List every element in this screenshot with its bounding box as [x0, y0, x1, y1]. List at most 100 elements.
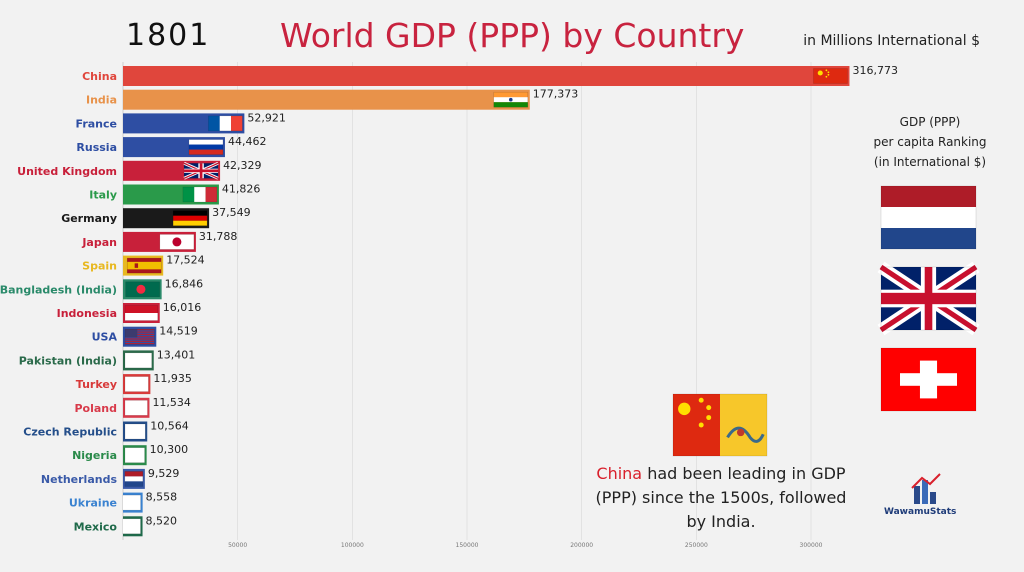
- category-label: China: [82, 70, 117, 83]
- ukraine-flag-icon: [122, 494, 141, 511]
- value-label: 41,826: [222, 183, 261, 196]
- russia-flag-icon: [188, 139, 224, 155]
- category-label: Poland: [74, 402, 117, 415]
- category-label: Turkey: [76, 378, 117, 391]
- netherlands-flag-icon: [124, 471, 144, 487]
- japan-flag-icon: [159, 234, 195, 250]
- bar: [123, 89, 530, 110]
- annotation-highlight: China: [596, 464, 643, 483]
- category-label: Netherlands: [41, 473, 118, 486]
- logo-text: WawamuStats: [884, 507, 957, 517]
- mexico-flag-icon: [122, 518, 141, 535]
- unit-label: in Millions International $: [803, 33, 980, 49]
- bar-row: Czech Republic 10,564: [23, 420, 189, 442]
- turkey-flag-icon: [124, 376, 149, 392]
- category-label: Mexico: [74, 520, 118, 533]
- bar-row: Indonesia 16,016: [57, 301, 202, 323]
- bar-row: Japan 31,788: [81, 230, 237, 252]
- x-tick-label: 250000: [685, 542, 708, 549]
- france-flag-icon: [208, 115, 243, 132]
- poland-flag-icon: [124, 400, 148, 416]
- value-label: 10,564: [150, 420, 189, 433]
- bar-row: Mexico 8,520: [74, 514, 178, 537]
- category-label: Germany: [61, 212, 117, 225]
- china-flag-icon: [813, 68, 848, 84]
- bar-row: Turkey 11,935: [76, 372, 192, 395]
- bar-row: Spain 17,524: [82, 254, 205, 276]
- annotation-body: had been leading in GDP (PPP) since the …: [595, 464, 847, 531]
- bar-row: France 52,921: [76, 111, 286, 134]
- bar-row: Italy 41,826: [89, 183, 260, 205]
- united-kingdom-flag-icon: [877, 261, 980, 336]
- ranking-title-line-3: (in International $): [873, 155, 987, 169]
- category-label: Spain: [82, 260, 117, 273]
- bar-row: United Kingdom 42,329: [17, 159, 262, 181]
- value-label: 11,935: [153, 372, 192, 385]
- value-label: 13,401: [157, 348, 196, 361]
- bar-row: USA 14,519: [92, 325, 198, 347]
- germany-flag-icon: [172, 210, 208, 226]
- value-label: 31,788: [199, 230, 238, 243]
- value-label: 9,529: [148, 467, 180, 480]
- annotation-text: China had been leading in GDP (PPP) sinc…: [590, 462, 852, 534]
- bar-row: Pakistan (India) 13,401: [19, 348, 196, 371]
- chart-title: World GDP (PPP) by Country: [280, 16, 745, 55]
- category-label: Italy: [89, 189, 117, 202]
- category-label: Ukraine: [69, 497, 117, 510]
- united-kingdom-flag-icon: [183, 161, 219, 180]
- usa-flag-icon: [124, 328, 155, 345]
- value-label: 10,300: [150, 443, 189, 456]
- qing-dynasty-dragon-flag-icon: [672, 393, 768, 457]
- value-label: 17,524: [166, 254, 205, 267]
- ranking-panel-title: GDP (PPP) per capita Ranking (in Interna…: [866, 112, 994, 172]
- year-label: 1801: [126, 18, 211, 53]
- value-label: 37,549: [212, 206, 251, 219]
- category-label: Russia: [76, 141, 117, 154]
- x-tick-label: 100000: [341, 542, 364, 549]
- x-tick-label: 150000: [456, 542, 479, 549]
- ranking-title-line-1: GDP (PPP): [899, 115, 961, 129]
- bar-row: India 177,373: [86, 88, 578, 110]
- category-label: India: [86, 94, 117, 107]
- value-label: 177,373: [533, 88, 579, 101]
- category-label: United Kingdom: [17, 165, 117, 178]
- category-label: Nigeria: [72, 449, 117, 462]
- x-tick-label: 50000: [228, 542, 247, 549]
- value-label: 42,329: [223, 159, 262, 172]
- category-label: Pakistan (India): [19, 354, 117, 367]
- value-label: 44,462: [228, 135, 267, 148]
- category-label: Bangladesh (India): [0, 283, 117, 296]
- value-label: 16,016: [163, 301, 202, 314]
- ranking-title-line-2: per capita Ranking: [873, 135, 987, 149]
- bar: [123, 66, 850, 86]
- bar-row: Ukraine 8,558: [69, 491, 177, 513]
- bar-row: Bangladesh (India) 16,846: [0, 277, 204, 300]
- x-tick-label: 300000: [800, 542, 823, 549]
- bar-row: China 316,773: [82, 64, 898, 86]
- pakistan-flag-icon: [124, 352, 152, 369]
- value-label: 316,773: [852, 64, 898, 77]
- bar-row: Nigeria 10,300: [72, 443, 189, 466]
- value-label: 8,520: [146, 514, 178, 527]
- category-label: Czech Republic: [23, 426, 117, 439]
- bar-row: Poland 11,534: [74, 396, 191, 418]
- switzerland-flag-icon: [880, 347, 977, 412]
- category-label: USA: [92, 331, 118, 344]
- value-label: 8,558: [146, 491, 178, 504]
- value-label: 14,519: [159, 325, 198, 338]
- value-label: 16,846: [165, 277, 204, 290]
- netherlands-flag-icon: [880, 185, 977, 250]
- rising-chart-logo-icon: [911, 473, 941, 504]
- category-label: Japan: [81, 236, 117, 249]
- spain-flag-icon: [126, 257, 162, 274]
- bars: China 316,773 India 177,373 France 52,921 Russ…: [0, 64, 898, 537]
- bar-row: Netherlands 9,529: [41, 467, 179, 489]
- ranking-flags: [877, 185, 980, 412]
- bangladesh-flag-icon: [125, 281, 160, 298]
- value-label: 52,921: [247, 111, 285, 124]
- category-label: Indonesia: [57, 307, 117, 320]
- nigeria-flag-icon: [124, 447, 145, 463]
- category-label: France: [76, 117, 117, 130]
- bar-row: Russia 44,462: [76, 135, 267, 158]
